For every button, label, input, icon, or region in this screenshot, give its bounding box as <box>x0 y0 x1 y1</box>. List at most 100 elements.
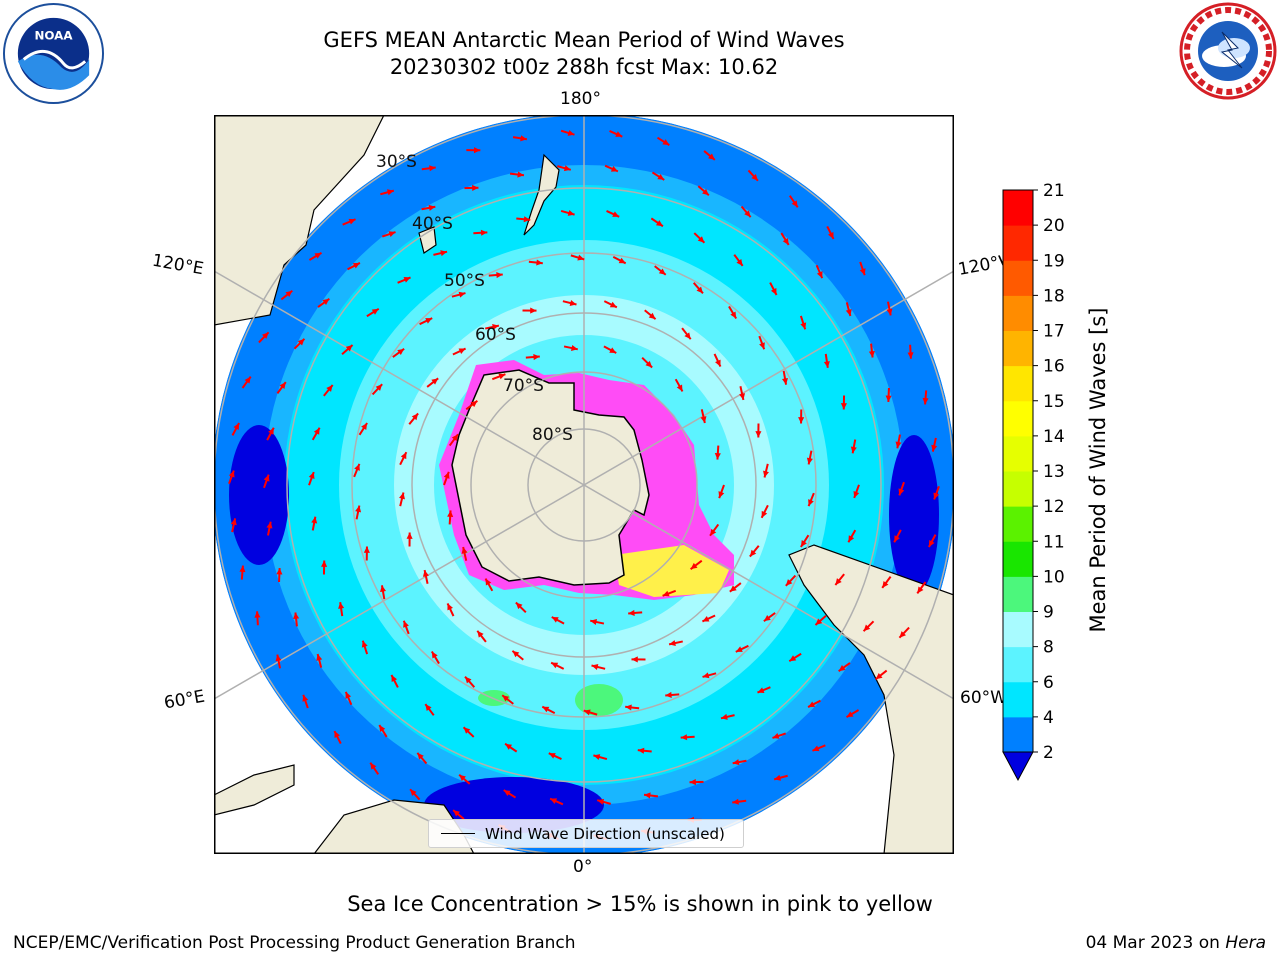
polar-map: 30°S 40°S 50°S 60°S 70°S 80°S <box>214 115 954 854</box>
wind-arrow-head <box>644 792 651 799</box>
wind-arrow-head <box>806 457 813 465</box>
colorbar-band <box>1003 435 1033 472</box>
wind-arrow-head <box>815 618 823 626</box>
wind-arrow-head <box>262 332 269 339</box>
wind-arrow-head <box>297 338 305 346</box>
wind-arrow-head <box>612 211 620 217</box>
wind-arrow-head <box>577 254 585 261</box>
footer-date: 04 Mar 2023 on <box>1085 933 1226 953</box>
wind-arrow-head <box>244 376 251 384</box>
wind-arrow-head <box>403 620 409 628</box>
wind-arrow-head <box>736 259 743 266</box>
wind-arrow-head <box>417 752 424 760</box>
wind-arrow-head <box>739 393 746 400</box>
wind-arrow-head <box>354 463 360 471</box>
wind-arrow-head <box>371 308 379 315</box>
colorbar-tick-label: 11 <box>1043 532 1065 552</box>
colorbar-tick-label: 8 <box>1043 638 1054 658</box>
wind-arrow-head <box>334 731 341 739</box>
footer-timestamp: 04 Mar 2023 on Hera <box>1086 933 1266 953</box>
wind-arrow-head <box>590 619 598 625</box>
wind-arrow-head <box>922 397 929 405</box>
wind-arrow-head <box>868 350 875 358</box>
wind-arrow-head <box>755 431 762 438</box>
wind-arrow-head <box>645 360 653 368</box>
wind-arrow-head <box>928 539 935 547</box>
wind-arrow-head <box>609 347 617 354</box>
land-australia <box>214 115 385 326</box>
wind-arrow-head <box>406 532 413 539</box>
land-south-america <box>788 544 954 854</box>
wind-arrow-head <box>458 348 466 354</box>
wind-arrow-head <box>700 416 707 423</box>
wind-arrow-head <box>885 395 892 402</box>
wind-arrow-head <box>379 725 386 733</box>
wind-arrow-head <box>899 631 906 638</box>
wind-arrow-head <box>570 345 578 351</box>
wind-arrow-head <box>898 488 905 496</box>
wind-arrow-head <box>314 252 322 259</box>
wind-arrow-head <box>230 518 237 526</box>
wind-arrow-head <box>275 654 282 662</box>
wind-arrow-head <box>321 560 328 567</box>
wind-arrow-head <box>593 754 601 760</box>
wind-arrow-head <box>882 580 889 588</box>
lat-label-30s: 30°S <box>376 152 417 172</box>
wind-arrow-head <box>345 691 352 699</box>
wind-arrow-head <box>316 654 323 661</box>
wind-arrow-head <box>302 694 309 702</box>
lat-label-50s: 50°S <box>444 271 485 291</box>
colorbar-tick-label: 20 <box>1043 216 1065 236</box>
wind-arrow-head <box>689 779 696 786</box>
wind-arrow-head <box>808 499 814 507</box>
wind-arrow-head <box>812 745 820 752</box>
wind-arrow-head <box>791 200 798 208</box>
wind-arrow-head <box>676 384 683 392</box>
wind-arrow-head <box>789 655 797 662</box>
wind-arrow-head <box>895 441 902 449</box>
lon-label-0: 0° <box>573 857 593 877</box>
wind-arrow-head <box>428 204 436 211</box>
wind-arrow-head <box>422 570 429 577</box>
colorbar-band <box>1003 225 1033 261</box>
colorbar-tick-label: 15 <box>1043 392 1065 412</box>
svg-text:NOAA: NOAA <box>34 29 73 43</box>
lat-label-70s: 70°S <box>503 376 544 396</box>
wind-arrow-head <box>348 218 356 225</box>
wind-arrow-head <box>563 165 571 172</box>
wind-arrow-head <box>266 521 273 529</box>
wind-arrow-head <box>933 492 940 500</box>
colorbar-band <box>1003 260 1033 296</box>
wind-arrow-head <box>782 237 789 245</box>
wind-arrow-head <box>276 568 283 575</box>
colorbar-band <box>1003 295 1033 331</box>
wind-arrow-head <box>785 579 793 586</box>
wind-arrow-head <box>447 510 454 517</box>
wind-arrow-head <box>697 236 705 243</box>
wind-arrow-head <box>729 585 737 592</box>
colorbar-tick-label: 9 <box>1043 603 1054 623</box>
wind-arrow-head <box>530 307 537 314</box>
wind-arrow-head <box>917 586 924 594</box>
wind-arrow-head <box>370 762 377 770</box>
colorbar-band <box>1003 330 1033 367</box>
wind-arrow-head <box>859 268 866 276</box>
wind-arrow-head <box>459 774 466 782</box>
wind-arrow-head <box>708 153 715 160</box>
wind-arrow-head <box>798 417 805 424</box>
wind-arrow-head <box>863 624 871 632</box>
wind-arrow-head <box>308 472 315 480</box>
wind-arrow-head <box>840 403 847 410</box>
wind-arrow-head <box>463 727 471 734</box>
noaa-logo-icon: NOAA <box>2 2 105 105</box>
wind-arrow-head <box>761 510 768 518</box>
wind-arrow-head <box>655 220 663 227</box>
sea-ice-note: Sea Ice Concentration > 15% is shown in … <box>347 892 933 916</box>
wind-arrow-head <box>800 322 807 330</box>
colorbar-tick-label: 2 <box>1043 743 1054 763</box>
wind-arrow-head <box>470 400 478 408</box>
wind-arrow-head <box>875 672 883 680</box>
lat-label-80s: 80°S <box>532 425 573 445</box>
wind-arrow-head <box>757 687 765 693</box>
wind-arrow-head <box>770 287 777 295</box>
